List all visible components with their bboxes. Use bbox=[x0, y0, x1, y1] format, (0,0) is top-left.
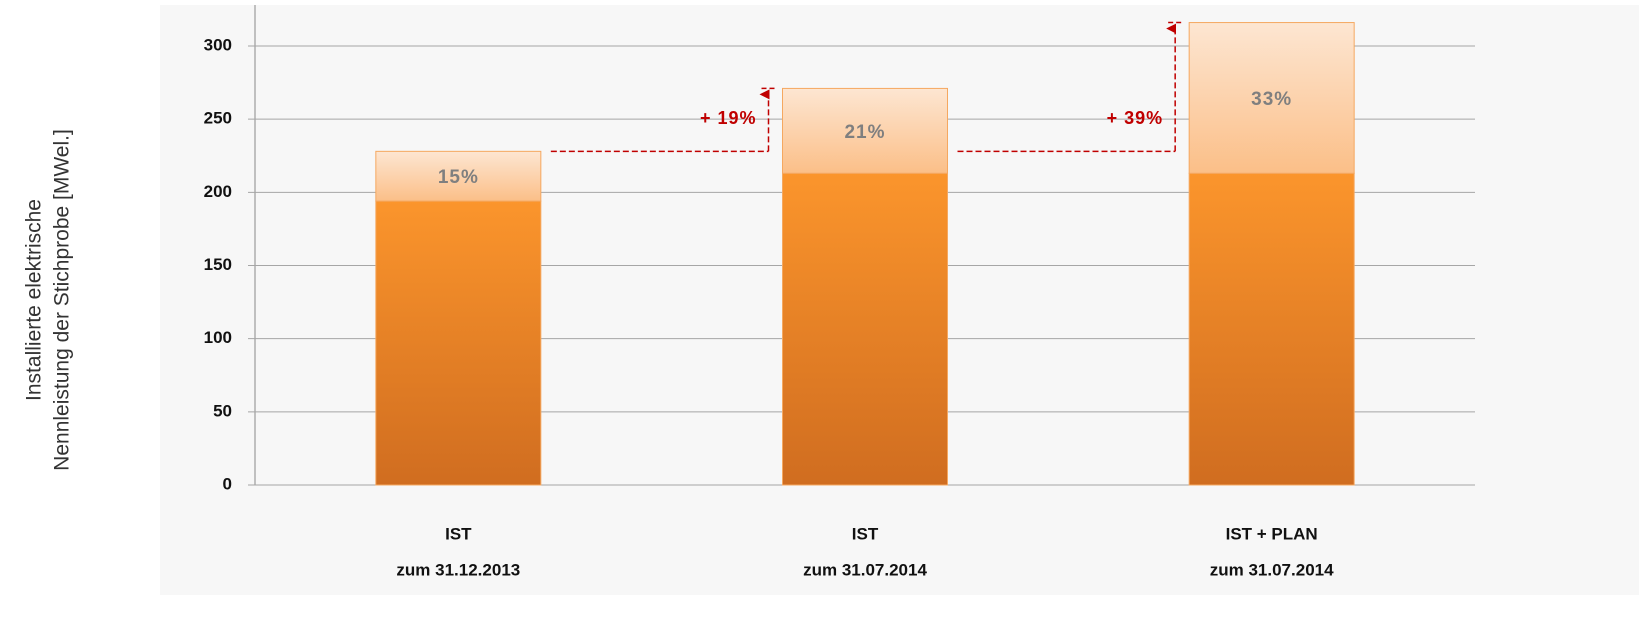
segment-label: 33% bbox=[1251, 89, 1292, 110]
y-axis-title: Nennleistung der Stichprobe [MWel.] bbox=[51, 129, 74, 471]
x-tick-label: zum 31.12.2013 bbox=[396, 560, 520, 579]
segment-label: 15% bbox=[438, 167, 479, 188]
y-axis-title: Installierte elektrische bbox=[23, 199, 46, 401]
growth-label: + 39% bbox=[1107, 108, 1164, 128]
y-tick-label: 250 bbox=[204, 109, 232, 128]
bar-segment bbox=[375, 200, 542, 486]
segment-label: 21% bbox=[844, 122, 885, 143]
x-tick-label: IST bbox=[852, 524, 879, 543]
y-tick-label: 0 bbox=[223, 474, 232, 493]
bar-segment bbox=[1188, 172, 1355, 486]
growth-label: + 19% bbox=[700, 108, 757, 128]
y-tick-label: 300 bbox=[204, 35, 232, 54]
bar-segment bbox=[1188, 22, 1355, 174]
bar-segment bbox=[782, 172, 948, 486]
y-tick-label: 100 bbox=[204, 328, 232, 347]
y-tick-label: 150 bbox=[204, 255, 232, 274]
x-tick-label: zum 31.07.2014 bbox=[803, 560, 927, 579]
x-tick-label: zum 31.07.2014 bbox=[1210, 560, 1334, 579]
x-tick-label: IST + PLAN bbox=[1226, 524, 1318, 543]
y-tick-label: 200 bbox=[204, 182, 232, 201]
y-tick-label: 50 bbox=[213, 401, 232, 420]
x-tick-label: IST bbox=[445, 524, 472, 543]
bar-segment bbox=[375, 150, 542, 202]
bar-segment bbox=[782, 87, 948, 174]
